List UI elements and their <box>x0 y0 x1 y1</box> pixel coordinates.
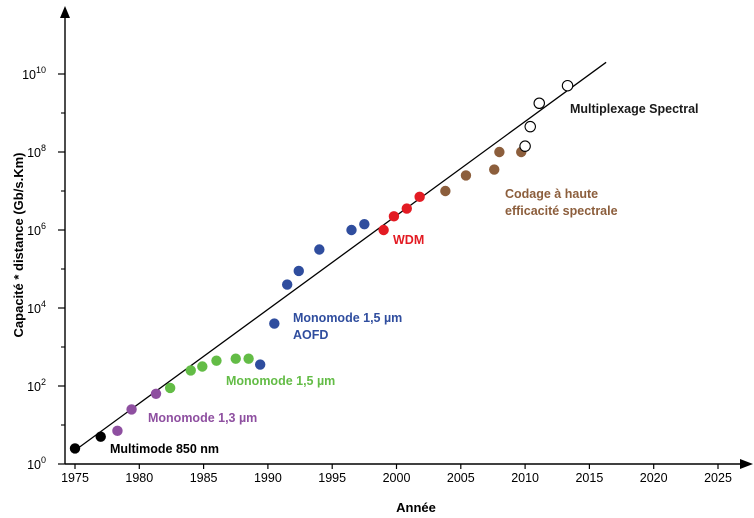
y-tick-label: 100 <box>27 455 46 472</box>
series-annotation: Multiplexage Spectral <box>570 102 699 116</box>
x-axis-label: Année <box>396 500 436 515</box>
data-point <box>126 404 137 415</box>
data-point <box>489 164 500 175</box>
x-tick-label: 1995 <box>318 471 346 485</box>
data-point <box>164 382 176 394</box>
x-axis-arrow <box>740 459 753 469</box>
data-point <box>230 353 241 364</box>
y-tick-label: 104 <box>27 299 46 316</box>
data-point <box>211 355 222 366</box>
series-annotation: efficacité spectrale <box>505 204 618 218</box>
data-point <box>533 97 545 110</box>
data-point <box>69 443 81 454</box>
series-annotation: AOFD <box>293 328 328 342</box>
data-point <box>254 359 266 370</box>
data-point <box>524 120 536 133</box>
data-point <box>269 318 280 329</box>
data-point <box>197 361 208 372</box>
x-tick-label: 1990 <box>254 471 282 485</box>
data-point <box>346 224 357 236</box>
data-point <box>378 224 389 236</box>
y-tick-label: 106 <box>27 221 46 238</box>
data-point <box>185 365 196 376</box>
series-annotation: Multimode 850 nm <box>110 442 219 456</box>
axes <box>60 6 753 469</box>
x-tick-label: 2000 <box>383 471 411 485</box>
x-tick-label: 1975 <box>61 471 89 485</box>
data-point <box>388 211 400 222</box>
data-point <box>561 79 574 92</box>
data-point <box>293 265 304 277</box>
annotations: Multimode 850 nm Monomode 1,3 µm Monomode … <box>110 102 699 456</box>
data-point <box>401 203 412 214</box>
series-annotation: Monomode 1,5 µm <box>226 374 335 388</box>
series-annotation: Codage à haute <box>505 187 598 201</box>
data-point <box>440 185 451 197</box>
x-tick-label: 1985 <box>190 471 218 485</box>
x-tick-label: 2020 <box>640 471 668 485</box>
data-point <box>150 388 162 399</box>
data-point <box>95 431 106 442</box>
data-point <box>112 425 123 437</box>
series-annotation: Monomode 1,3 µm <box>148 411 257 425</box>
x-tick-label: 2010 <box>511 471 539 485</box>
data-point <box>243 353 254 364</box>
y-axis-label: Capacité * distance (Gb/s.Km) <box>11 153 26 338</box>
data-point <box>281 279 293 290</box>
data-point <box>494 146 505 158</box>
data-point <box>414 191 425 203</box>
data-points <box>69 79 574 454</box>
y-tick-label: 1010 <box>22 65 46 82</box>
data-point <box>359 218 370 230</box>
x-tick-label: 2005 <box>447 471 475 485</box>
y-ticks: 100 102 104 106 108 1010 <box>22 65 65 472</box>
series-annotation: Monomode 1,5 µm <box>293 311 402 325</box>
y-tick-label: 102 <box>27 377 46 394</box>
data-point <box>460 170 472 181</box>
series-annotation: WDM <box>393 233 424 247</box>
y-axis-arrow <box>60 6 70 18</box>
y-tick-label: 108 <box>27 143 46 160</box>
trend-line <box>74 61 607 451</box>
x-tick-label: 1980 <box>125 471 153 485</box>
x-ticks: 1975 1980 1985 1990 1995 2000 2005 2010 2015 2020… <box>61 464 732 485</box>
data-point <box>519 140 531 152</box>
x-tick-label: 2015 <box>575 471 603 485</box>
data-point <box>314 244 325 255</box>
x-tick-label: 2025 <box>704 471 732 485</box>
